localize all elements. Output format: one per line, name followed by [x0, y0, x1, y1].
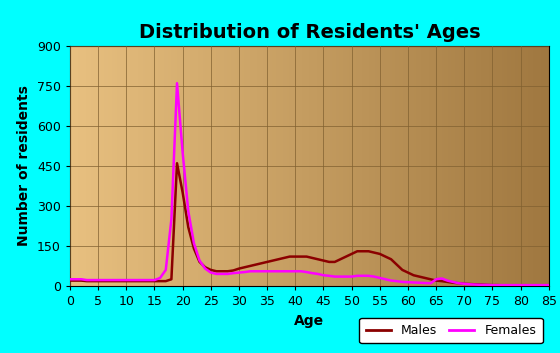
- Legend: Males, Females: Males, Females: [360, 318, 543, 343]
- X-axis label: Age: Age: [295, 313, 324, 328]
- Title: Distribution of Residents' Ages: Distribution of Residents' Ages: [138, 23, 480, 42]
- Y-axis label: Number of residents: Number of residents: [17, 85, 31, 246]
